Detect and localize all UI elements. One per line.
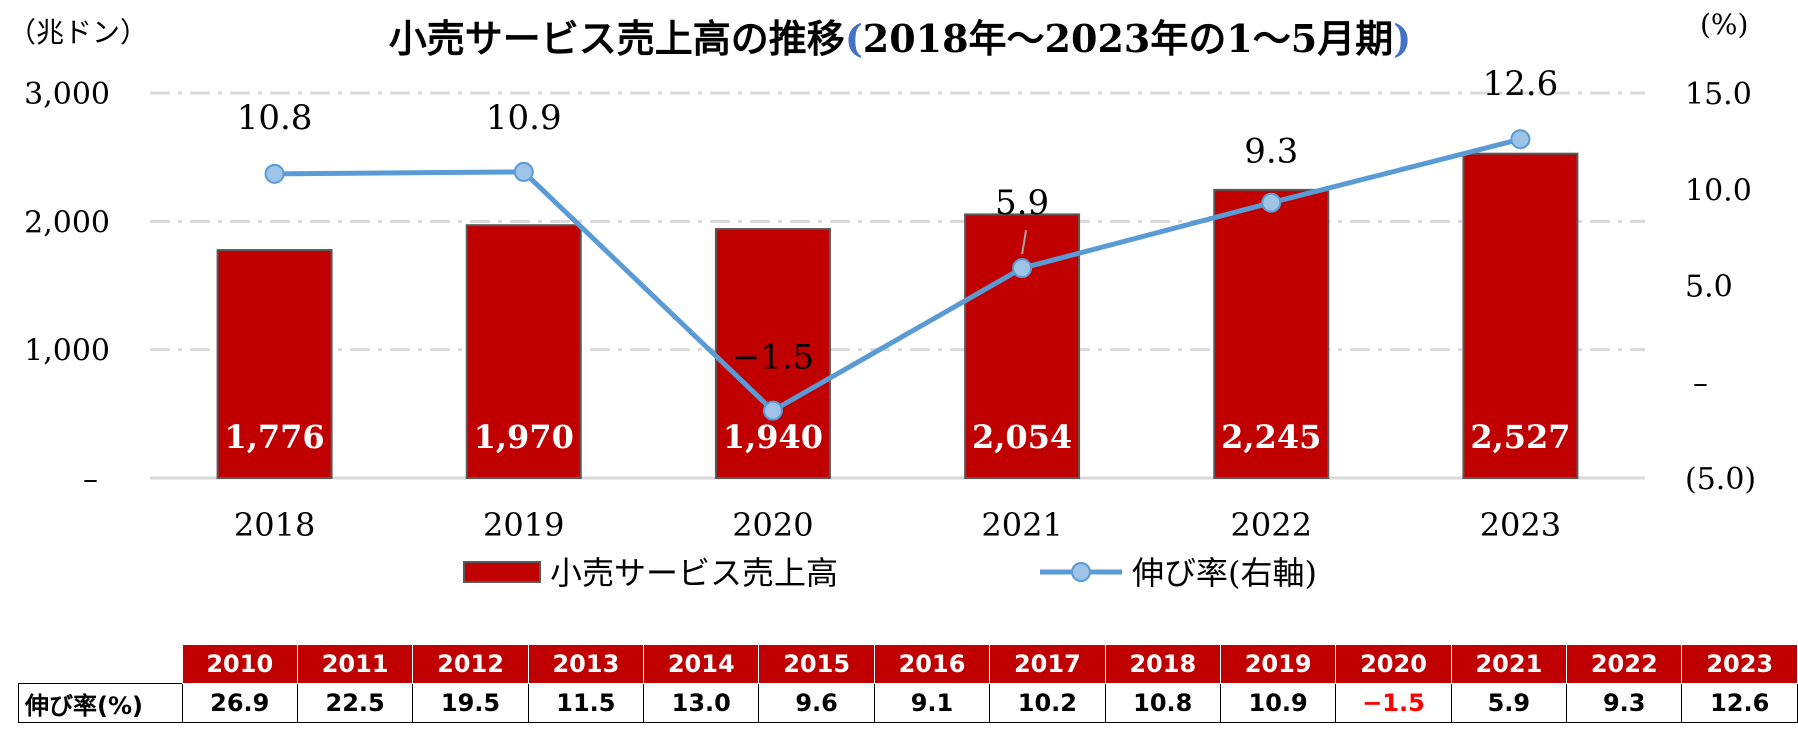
table-year-cell: 2022 <box>1566 644 1683 684</box>
table-year-cell: 2017 <box>989 644 1106 684</box>
table-year-cell: 2018 <box>1104 644 1221 684</box>
table-value-cell: 11.5 <box>527 683 645 723</box>
right-axis-ticks: (5.0) – 5.0 10.0 15.0 <box>1685 77 1756 497</box>
table-value-cell: 10.9 <box>1219 683 1337 723</box>
bar <box>1213 188 1330 479</box>
bar-value-label: 2,527 <box>1470 418 1570 456</box>
bar <box>216 249 333 479</box>
bar-value-label: 1,940 <box>723 418 823 456</box>
table-value-cell: 5.9 <box>1450 683 1568 723</box>
right-tick-label: 10.0 <box>1685 173 1752 208</box>
growth-line <box>274 136 1522 414</box>
bar <box>465 224 582 479</box>
line-point <box>513 161 534 182</box>
gridlines <box>150 91 1645 352</box>
line-value-label: 12.6 <box>1483 64 1559 104</box>
bar <box>1462 152 1579 479</box>
x-tick-label: 2022 <box>1231 506 1312 544</box>
table-year-cell: 2021 <box>1450 644 1568 684</box>
left-tick-label: 3,000 <box>24 77 110 112</box>
table-row-header: 伸び率(%) <box>18 683 183 723</box>
x-tick-label: 2020 <box>732 506 813 544</box>
line-point <box>264 163 285 184</box>
legend: 小売サービス売上高 伸び率(右軸) <box>463 554 1317 592</box>
left-axis-ticks: – 1,000 2,000 3,000 <box>24 77 110 497</box>
table-value-cell: 19.5 <box>412 683 529 723</box>
table-value-cell: −1.5 <box>1335 683 1452 723</box>
legend-bar-swatch <box>463 561 541 583</box>
line-series: 10.8 10.9 −1.5 5.9 9.3 12.6 <box>237 64 1559 421</box>
legend-line-marker <box>1071 562 1091 582</box>
line-point <box>1261 192 1282 213</box>
bar-value-label: 2,054 <box>972 418 1072 456</box>
x-tick-label: 2018 <box>234 506 315 544</box>
bar-series: 1,776 1,970 1,940 2,054 2,245 2,527 <box>216 152 1579 480</box>
table-value-row: 伸び率(%) 26.9 22.5 19.5 11.5 13.0 9.6 9.1 10.2 10.… <box>18 683 1798 723</box>
table-corner <box>18 644 183 684</box>
table-year-cell: 2014 <box>643 644 760 684</box>
line-value-label: 9.3 <box>1244 132 1298 172</box>
right-tick-label: (5.0) <box>1685 462 1756 497</box>
table-year-cell: 2020 <box>1335 644 1452 684</box>
right-tick-label: 15.0 <box>1685 77 1752 112</box>
left-axis-unit: （兆ドン） <box>8 16 148 49</box>
x-tick-label: 2019 <box>483 506 564 544</box>
chart-title-main: 小売サービス売上高の推移 <box>389 16 845 61</box>
chart-title-paren-close: ) <box>1393 16 1411 61</box>
bar-value-label: 1,776 <box>224 418 324 456</box>
right-tick-label: 5.0 <box>1685 270 1733 305</box>
right-tick-label: – <box>1693 366 1708 401</box>
bar-value-label: 1,970 <box>474 418 574 456</box>
bar-value-label: 2,245 <box>1221 418 1321 456</box>
left-tick-label: – <box>83 462 98 497</box>
table-header-row: 2010 2011 2012 2013 2014 2015 2016 2017 2018 2019… <box>18 644 1798 684</box>
table-value-cell: 10.8 <box>1104 683 1221 723</box>
right-axis-unit: (%) <box>1700 8 1748 41</box>
label-leader-line <box>1021 230 1028 255</box>
x-tick-label: 2023 <box>1480 506 1561 544</box>
line-point <box>1510 129 1531 150</box>
table-value-cell: 12.6 <box>1681 683 1798 723</box>
table-value-cell: 9.3 <box>1566 683 1683 723</box>
left-tick-label: 2,000 <box>24 205 110 240</box>
chart-title-paren-open: ( <box>845 16 863 61</box>
table-year-cell: 2013 <box>527 644 645 684</box>
table-year-cell: 2019 <box>1219 644 1337 684</box>
left-tick-label: 1,000 <box>24 334 110 369</box>
bar <box>714 228 831 479</box>
chart: – 1,000 2,000 3,000 (5.0) – 5.0 10.0 15.0 1,776… <box>8 8 1756 592</box>
line-value-label: −1.5 <box>732 338 815 378</box>
table-value-cell: 22.5 <box>296 683 414 723</box>
table-value-cell: 9.1 <box>873 683 991 723</box>
growth-rate-table: 2010 2011 2012 2013 2014 2015 2016 2017 2018 2019… <box>18 644 1798 723</box>
chart-title-period: 2018年～2023年の1～5月期 <box>863 16 1393 61</box>
line-value-label: 10.8 <box>237 98 313 138</box>
legend-bar-label: 小売サービス売上高 <box>550 554 838 592</box>
table-year-cell: 2016 <box>873 644 991 684</box>
table-value-cell: 9.6 <box>758 683 875 723</box>
line-point <box>1012 258 1033 279</box>
table-value-cell: 10.2 <box>989 683 1106 723</box>
chart-title: 小売サービス売上高の推移(2018年～2023年の1～5月期) <box>389 16 1411 61</box>
x-axis-labels: 2018 2019 2020 2021 2022 2023 <box>234 506 1561 544</box>
table-year-cell: 2015 <box>758 644 875 684</box>
table-year-cell: 2012 <box>412 644 529 684</box>
table-year-cell: 2023 <box>1681 644 1798 684</box>
table-year-cell: 2010 <box>181 644 298 684</box>
table-value-cell: 26.9 <box>181 683 298 723</box>
line-value-label: 5.9 <box>995 183 1049 223</box>
table-value-cell: 13.0 <box>643 683 760 723</box>
x-tick-label: 2021 <box>981 506 1062 544</box>
line-point <box>762 400 783 421</box>
table-year-cell: 2011 <box>296 644 414 684</box>
line-value-label: 10.9 <box>486 98 562 138</box>
legend-line-label: 伸び率(右軸) <box>1132 554 1317 592</box>
